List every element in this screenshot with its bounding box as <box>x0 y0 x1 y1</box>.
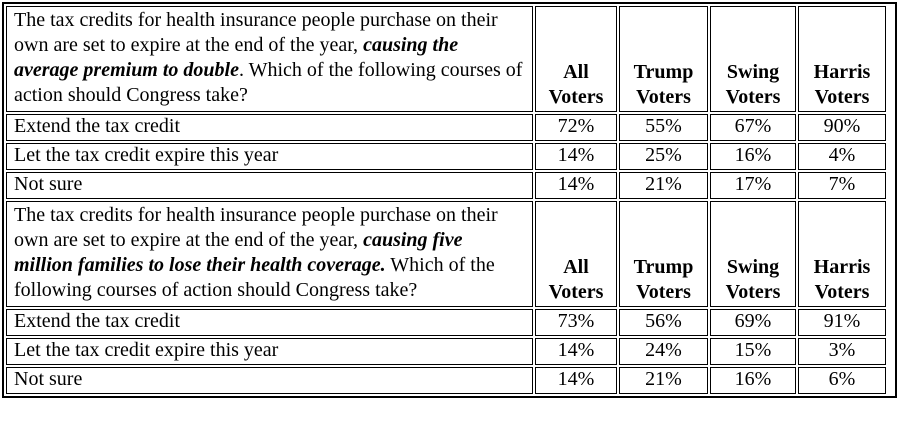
column-header-all-voters-2: All Voters <box>535 201 617 307</box>
value-swing-voters: 16% <box>710 143 796 170</box>
value-swing-voters: 17% <box>710 172 796 199</box>
answer-label: Not sure <box>6 172 533 199</box>
poll-results-table: The tax credits for health insurance peo… <box>2 2 897 398</box>
value-all-voters: 14% <box>535 338 617 365</box>
table-row: Let the tax credit expire this year 14% … <box>6 143 886 170</box>
value-swing-voters: 15% <box>710 338 796 365</box>
column-header-all-voters-1: All Voters <box>535 6 617 112</box>
value-harris-voters: 7% <box>798 172 886 199</box>
column-header-swing-voters-2: Swing Voters <box>710 201 796 307</box>
value-harris-voters: 91% <box>798 309 886 336</box>
column-header-trump-voters-1: Trump Voters <box>619 6 708 112</box>
table-row: Not sure 14% 21% 16% 6% <box>6 367 886 394</box>
question-1-post: . Which of the following courses of acti… <box>14 59 523 106</box>
value-trump-voters: 25% <box>619 143 708 170</box>
table-row: Extend the tax credit 72% 55% 67% 90% <box>6 114 886 141</box>
column-header-harris-voters-1: Harris Voters <box>798 6 886 112</box>
value-trump-voters: 24% <box>619 338 708 365</box>
table-row: Let the tax credit expire this year 14% … <box>6 338 886 365</box>
value-swing-voters: 67% <box>710 114 796 141</box>
value-swing-voters: 16% <box>710 367 796 394</box>
value-harris-voters: 3% <box>798 338 886 365</box>
value-swing-voters: 69% <box>710 309 796 336</box>
value-harris-voters: 90% <box>798 114 886 141</box>
table-row: Not sure 14% 21% 17% 7% <box>6 172 886 199</box>
question-text-1: The tax credits for health insurance peo… <box>6 6 533 112</box>
value-harris-voters: 6% <box>798 367 886 394</box>
question-header-row-1: The tax credits for health insurance peo… <box>6 6 886 112</box>
column-header-swing-voters-1: Swing Voters <box>710 6 796 112</box>
answer-label: Extend the tax credit <box>6 114 533 141</box>
table-row: Extend the tax credit 73% 56% 69% 91% <box>6 309 886 336</box>
column-header-harris-voters-2: Harris Voters <box>798 201 886 307</box>
value-harris-voters: 4% <box>798 143 886 170</box>
question-2-pre: The tax credits for health insurance peo… <box>14 204 498 251</box>
answer-label: Let the tax credit expire this year <box>6 143 533 170</box>
value-trump-voters: 56% <box>619 309 708 336</box>
question-text-2: The tax credits for health insurance peo… <box>6 201 533 307</box>
question-1-emphasis: causing the average premium to double <box>14 34 459 81</box>
answer-label: Let the tax credit expire this year <box>6 338 533 365</box>
value-all-voters: 14% <box>535 143 617 170</box>
question-2-emphasis: causing five million families to lose th… <box>14 229 463 276</box>
value-all-voters: 73% <box>535 309 617 336</box>
value-trump-voters: 21% <box>619 172 708 199</box>
column-header-trump-voters-2: Trump Voters <box>619 201 708 307</box>
value-all-voters: 14% <box>535 367 617 394</box>
question-header-row-2: The tax credits for health insurance peo… <box>6 201 886 307</box>
question-1-pre: The tax credits for health insurance peo… <box>14 9 498 56</box>
question-2-post: Which of the following courses of action… <box>14 254 495 301</box>
value-all-voters: 14% <box>535 172 617 199</box>
value-trump-voters: 55% <box>619 114 708 141</box>
answer-label: Extend the tax credit <box>6 309 533 336</box>
value-trump-voters: 21% <box>619 367 708 394</box>
value-all-voters: 72% <box>535 114 617 141</box>
answer-label: Not sure <box>6 367 533 394</box>
